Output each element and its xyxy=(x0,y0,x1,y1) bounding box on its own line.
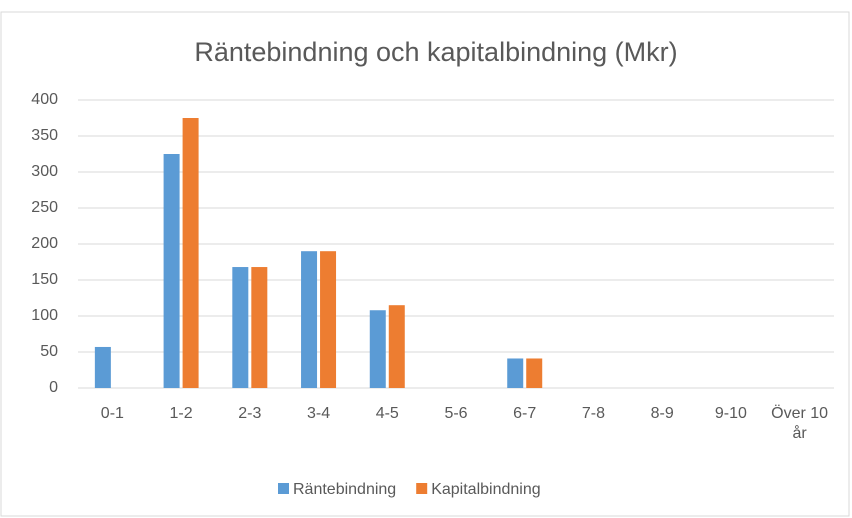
x-tick-label: 2-3 xyxy=(238,405,262,422)
x-tick-label: 7-8 xyxy=(581,405,606,422)
y-tick-label: 0 xyxy=(49,379,58,396)
x-tick-label: 5-6 xyxy=(444,405,468,422)
bar xyxy=(507,358,524,388)
y-tick-label: 400 xyxy=(31,91,58,108)
x-tick-label: 8-9 xyxy=(650,405,674,422)
legend-label: Räntebindning xyxy=(293,481,396,498)
x-tick-label: 0-1 xyxy=(100,405,124,422)
bar xyxy=(182,118,199,388)
y-tick-label: 200 xyxy=(31,235,58,252)
x-tick-label: 6-7 xyxy=(513,405,537,422)
bar xyxy=(163,154,180,388)
legend-label: Kapitalbindning xyxy=(431,481,540,498)
chart-frame xyxy=(0,11,850,517)
x-tick-label: 9-10 xyxy=(714,405,747,422)
bar xyxy=(232,267,249,388)
bar xyxy=(251,267,268,388)
legend-swatch xyxy=(278,483,289,494)
y-tick-label: 250 xyxy=(31,199,58,216)
bar xyxy=(526,358,543,388)
chart-title: Räntebindning och kapitalbindning (Mkr) xyxy=(194,37,677,67)
legend-swatch xyxy=(416,483,428,494)
bar xyxy=(388,305,405,388)
x-tick-label: Över 10 år xyxy=(771,405,829,442)
y-tick-label: 350 xyxy=(31,127,58,144)
x-tick-label: 3-4 xyxy=(306,405,331,422)
y-tick-label: 300 xyxy=(31,163,58,180)
y-tick-label: 50 xyxy=(40,343,58,360)
bar xyxy=(94,346,111,388)
bar xyxy=(369,310,386,388)
x-tick-label: 1-2 xyxy=(169,405,193,422)
x-tick-label: 4-5 xyxy=(375,405,399,422)
y-tick-label: 150 xyxy=(31,271,58,288)
bar xyxy=(301,251,318,388)
bar xyxy=(320,251,337,388)
y-tick-label: 100 xyxy=(31,307,58,324)
